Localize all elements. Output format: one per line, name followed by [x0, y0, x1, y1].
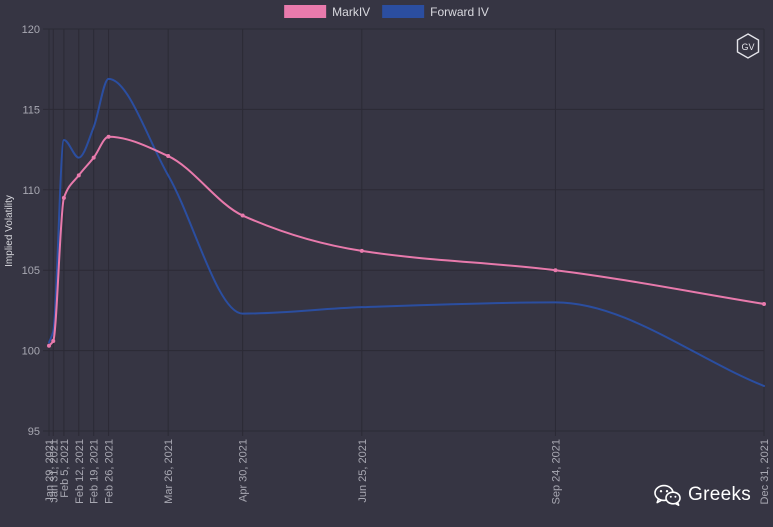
legend[interactable]: MarkIV Forward IV — [284, 5, 489, 19]
legend-label: MarkIV — [332, 5, 370, 19]
x-tick-label: Jan 29, 2021 — [44, 439, 56, 503]
y-tick-label: 105 — [22, 265, 40, 277]
series-line-forward-iv — [48, 77, 765, 387]
legend-item-markiv[interactable]: MarkIV — [284, 5, 370, 19]
watermark: Greeks — [654, 484, 751, 506]
x-tick-label: Apr 30, 2021 — [238, 439, 250, 502]
data-point-markiv — [553, 268, 558, 273]
data-point-markiv — [51, 338, 56, 343]
legend-swatch — [284, 5, 327, 18]
legend-swatch — [382, 5, 425, 18]
x-tick-label: Feb 12, 2021 — [74, 439, 86, 504]
data-point-markiv — [61, 195, 66, 200]
data-point-markiv — [240, 213, 245, 218]
y-tick-label: 115 — [22, 104, 40, 116]
data-point-markiv — [91, 155, 96, 160]
series — [47, 77, 766, 387]
data-point-markiv — [359, 248, 364, 253]
x-tick-label: Sep 24, 2021 — [550, 439, 562, 504]
y-tick-label: 100 — [22, 346, 40, 358]
watermark-text: Greeks — [688, 484, 752, 505]
series-line-markiv — [48, 135, 765, 347]
y-axis: 95 100 105 110 115 120 — [22, 24, 40, 438]
x-tick-label: Feb 5, 2021 — [59, 439, 71, 498]
x-tick-label: Jun 25, 2021 — [357, 439, 369, 503]
gv-logo-icon: GV — [736, 33, 760, 59]
x-tick-label: Dec 31, 2021 — [759, 439, 771, 504]
y-tick-label: 95 — [28, 426, 40, 438]
data-point-markiv — [106, 134, 111, 139]
x-tick-label: Feb 26, 2021 — [104, 439, 116, 504]
data-point-markiv — [76, 173, 81, 178]
data-point-markiv — [762, 301, 766, 306]
gv-logo-text: GV — [741, 42, 754, 52]
y-tick-label: 110 — [22, 185, 40, 197]
y-axis-title: Implied Volatility — [4, 195, 15, 267]
x-tick-label: Mar 26, 2021 — [163, 439, 175, 504]
x-tick-label: Jan 31, 2021 — [48, 439, 60, 503]
legend-item-forward-iv[interactable]: Forward IV — [382, 5, 489, 19]
data-point-markiv — [47, 343, 51, 348]
wechat-icon — [654, 484, 681, 506]
data-point-markiv — [166, 154, 171, 159]
legend-label: Forward IV — [430, 5, 489, 19]
grid — [43, 28, 765, 436]
x-tick-label: Feb 19, 2021 — [89, 439, 101, 504]
y-tick-label: 120 — [22, 24, 40, 36]
